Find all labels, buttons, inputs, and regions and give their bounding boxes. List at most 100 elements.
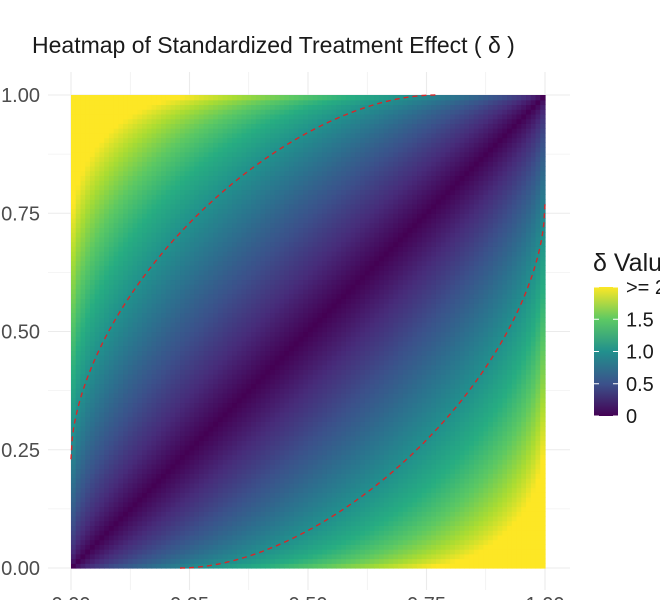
heatmap-cell (222, 482, 229, 489)
heatmap-cell (175, 180, 181, 186)
heatmap-cell (203, 402, 210, 408)
heatmap-cell (85, 411, 91, 418)
heatmap-cell (232, 539, 238, 545)
heatmap-cell (279, 326, 285, 333)
heatmap-cell (189, 128, 195, 134)
heatmap-cell (222, 184, 229, 191)
heatmap-cell (142, 123, 148, 129)
heatmap-cell (222, 260, 229, 266)
heatmap-cell (113, 222, 119, 229)
heatmap-cell (132, 445, 138, 451)
heatmap-cell (298, 241, 304, 247)
heatmap-cell (213, 241, 219, 247)
heatmap-cell (298, 270, 304, 276)
heatmap-cell (118, 151, 124, 158)
heatmap-cell (208, 265, 214, 271)
heatmap-cell (184, 241, 191, 247)
heatmap-cell (85, 180, 91, 186)
heatmap-cell (274, 270, 281, 276)
heatmap-cell (146, 123, 153, 129)
heatmap-cell (213, 487, 219, 493)
heatmap-cell (208, 402, 214, 408)
heatmap-cell (151, 407, 157, 413)
heatmap-cell (151, 497, 157, 503)
heatmap-cell (108, 303, 115, 309)
heatmap-cell (227, 104, 233, 110)
heatmap-cell (184, 312, 191, 318)
heatmap-cell (270, 539, 276, 545)
heatmap-cell (274, 511, 281, 517)
heatmap-cell (165, 426, 172, 432)
heatmap-cell (85, 298, 91, 304)
heatmap-cell (236, 359, 243, 366)
heatmap-cell (151, 175, 157, 181)
heatmap-cell (298, 236, 304, 243)
heatmap-cell (217, 397, 224, 404)
heatmap-cell (71, 411, 77, 418)
heatmap-cell (279, 544, 285, 550)
heatmap-cell (232, 99, 238, 106)
heatmap-cell (251, 468, 257, 474)
heatmap-cell (89, 449, 96, 456)
heatmap-cell (189, 284, 195, 290)
heatmap-cell (146, 492, 153, 498)
heatmap-cell (142, 184, 148, 191)
heatmap-cell (198, 156, 205, 162)
heatmap-cell (251, 525, 257, 531)
heatmap-cell (260, 307, 266, 314)
heatmap-cell (151, 392, 157, 399)
heatmap-cell (99, 468, 105, 474)
heatmap-cell (123, 170, 129, 177)
heatmap-cell (151, 199, 157, 205)
heatmap-cell (270, 411, 276, 418)
heatmap-cell (222, 407, 229, 413)
heatmap-cell (132, 180, 138, 186)
heatmap-cell (255, 378, 262, 385)
heatmap-cell (85, 322, 91, 328)
heatmap-cell (99, 156, 105, 162)
heatmap-cell (89, 156, 96, 162)
heatmap-cell (241, 95, 247, 101)
heatmap-cell (71, 430, 77, 437)
heatmap-cell (217, 449, 224, 456)
heatmap-cell (189, 208, 195, 214)
heatmap-cell (189, 340, 195, 347)
heatmap-cell (279, 151, 285, 158)
heatmap-cell (132, 331, 138, 337)
heatmap-cell (127, 463, 134, 470)
heatmap-cell (132, 515, 138, 522)
heatmap-cell (170, 161, 176, 167)
heatmap-cell (137, 232, 143, 238)
heatmap-cell (108, 421, 115, 427)
heatmap-cell (170, 553, 176, 560)
heatmap-cell (71, 487, 77, 493)
heatmap-cell (232, 497, 238, 503)
heatmap-cell (104, 161, 110, 167)
heatmap-cell (94, 208, 101, 214)
heatmap-cell (94, 156, 101, 162)
heatmap-cell (274, 383, 281, 389)
heatmap-cell (246, 317, 252, 323)
heatmap-cell (279, 137, 285, 143)
heatmap-cell (217, 123, 224, 129)
heatmap-cell (236, 416, 243, 422)
heatmap-cell (151, 132, 157, 139)
heatmap-cell (165, 208, 172, 214)
heatmap-cell (198, 118, 205, 124)
heatmap-cell (123, 109, 129, 115)
heatmap-cell (175, 170, 181, 177)
heatmap-cell (99, 194, 105, 200)
heatmap-cell (184, 293, 191, 299)
heatmap-cell (113, 270, 119, 276)
heatmap-cell (251, 563, 257, 569)
heatmap-cell (203, 525, 210, 531)
heatmap-cell (118, 374, 124, 380)
heatmap-cell (71, 454, 77, 460)
heatmap-cell (274, 260, 281, 266)
heatmap-cell (194, 445, 200, 451)
heatmap-cell (94, 534, 101, 541)
heatmap-cell (222, 411, 229, 418)
heatmap-cell (137, 549, 143, 555)
heatmap-cell (156, 468, 162, 474)
heatmap-cell (260, 175, 266, 181)
